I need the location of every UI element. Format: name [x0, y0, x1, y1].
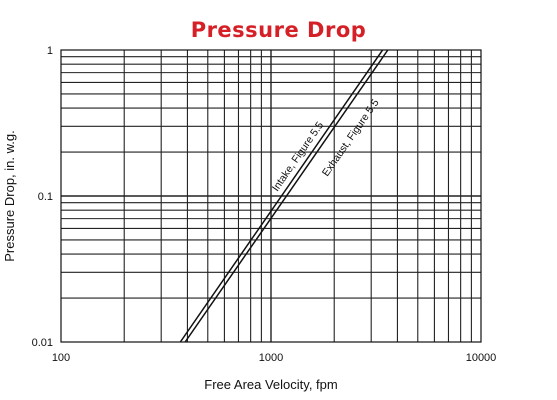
series-label-exhaust: Exhaust, Figure 5.5 [320, 97, 382, 179]
x-tick-labels: 100 1000 10000 [52, 352, 496, 364]
x-tick-label: 1000 [259, 352, 283, 364]
chart-title: Pressure Drop [190, 18, 367, 42]
series-line-intake [179, 50, 384, 342]
y-tick-label: 1 [47, 45, 53, 57]
x-axis-label: Free Area Velocity, fpm [204, 377, 337, 392]
x-tick-label: 10000 [466, 352, 497, 364]
series-layer [179, 50, 389, 342]
series-line-exhaust [184, 50, 389, 342]
y-axis-label: Pressure Drop, in. w.g. [2, 130, 17, 262]
y-tick-label: 0.1 [38, 191, 53, 203]
x-tick-label: 100 [52, 352, 70, 364]
plot-frame [60, 49, 482, 343]
y-tick-label: 0.01 [32, 337, 53, 349]
grid-layer [61, 50, 481, 342]
y-tick-labels: 0.01 0.1 1 [32, 45, 53, 349]
series-label-intake: Intake, Figure 5.5 [270, 120, 326, 194]
